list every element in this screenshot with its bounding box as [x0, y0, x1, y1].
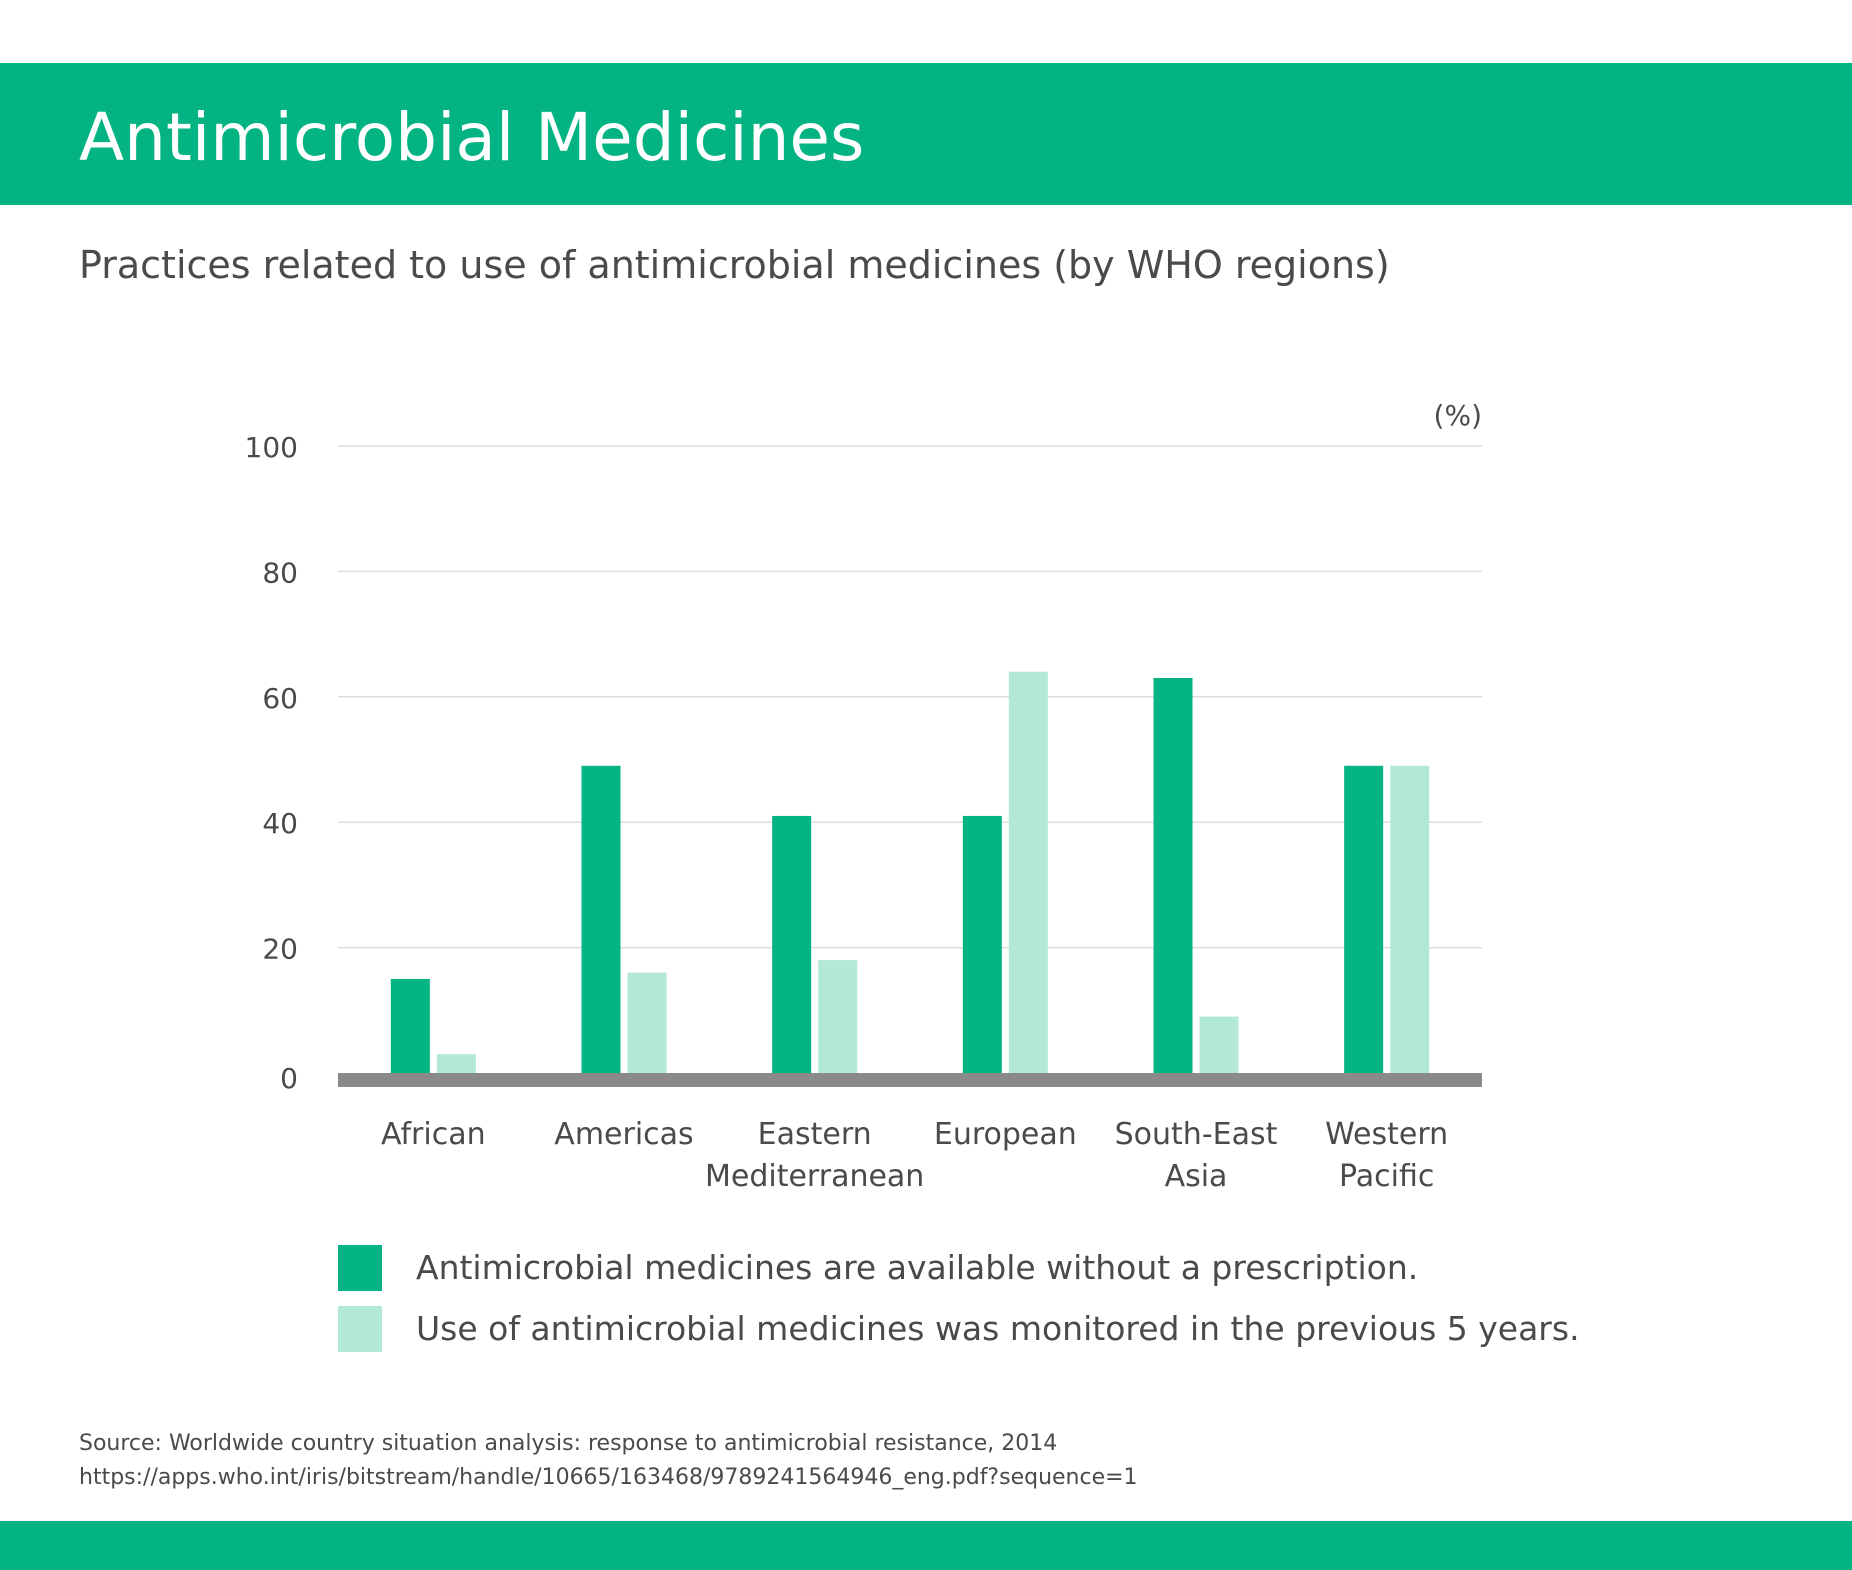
y-tick-label: 20: [262, 933, 298, 966]
y-unit-label: (%): [1434, 399, 1482, 432]
bar-prescription: [962, 815, 1002, 1073]
bar-monitored: [436, 1054, 476, 1073]
bar-chart: 0 20 40 60 80 100 (%) African Americas Eastern Med…: [245, 399, 1482, 1194]
page-title: Antimicrobial Medicines: [79, 99, 865, 176]
x-tick-label: Mediterranean: [705, 1159, 924, 1194]
source-citation: Source: Worldwide country situation anal…: [79, 1431, 1058, 1456]
x-tick-label: Asia: [1165, 1159, 1228, 1194]
bar-prescription: [1344, 765, 1384, 1073]
header-band: [0, 63, 1852, 205]
bar-prescription: [772, 815, 812, 1073]
bar-monitored: [1390, 765, 1430, 1073]
bar-monitored: [1199, 1016, 1239, 1073]
y-tick-label: 80: [262, 556, 298, 589]
bar-monitored: [627, 972, 667, 1073]
x-axis-baseline: [338, 1073, 1482, 1087]
y-tick-label: 40: [262, 807, 298, 840]
legend-label: Antimicrobial medicines are available wi…: [416, 1248, 1419, 1287]
bar-prescription: [581, 765, 621, 1073]
bar-monitored: [818, 960, 858, 1073]
bar-prescription: [390, 978, 430, 1073]
x-tick-label: African: [381, 1117, 486, 1152]
footer-band: [0, 1521, 1852, 1570]
y-tick-label: 100: [245, 431, 298, 464]
y-tick-label: 0: [280, 1062, 298, 1095]
source-note: Source: Worldwide country situation anal…: [79, 1427, 1138, 1495]
source-url: https://apps.who.int/iris/bitstream/hand…: [79, 1465, 1138, 1490]
legend-swatch-light: [338, 1306, 382, 1352]
chart-subtitle: Practices related to use of antimicrobia…: [79, 243, 1390, 287]
x-tick-label: European: [934, 1117, 1077, 1152]
x-tick-label: Eastern: [758, 1117, 872, 1152]
x-tick-label: Western: [1325, 1117, 1448, 1152]
bar-prescription: [1153, 677, 1193, 1073]
x-tick-label: Americas: [554, 1117, 693, 1152]
legend-label: Use of antimicrobial medicines was monit…: [416, 1309, 1580, 1348]
y-tick-label: 60: [262, 682, 298, 715]
bar-monitored: [1008, 671, 1048, 1073]
x-tick-label: South-East: [1115, 1117, 1278, 1152]
x-tick-label: Pacific: [1339, 1159, 1434, 1194]
legend-swatch-dark: [338, 1245, 382, 1291]
